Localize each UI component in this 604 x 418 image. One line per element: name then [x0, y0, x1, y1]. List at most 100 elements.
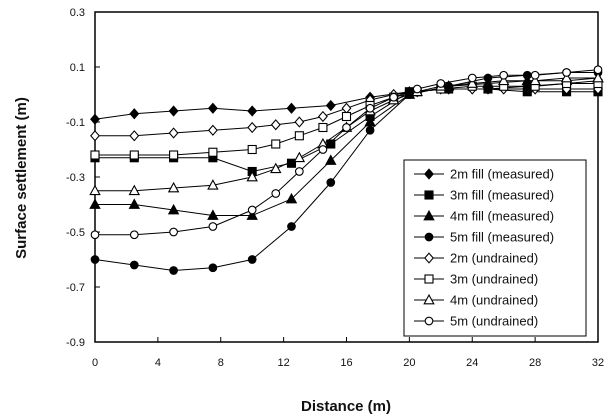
data-point [208, 263, 218, 273]
legend-marker [424, 252, 434, 264]
y-tick-label: 0.1 [70, 62, 85, 74]
data-point [89, 184, 101, 196]
data-point [169, 266, 178, 275]
data-point [246, 170, 258, 182]
data-point [389, 92, 399, 102]
legend-label: 4m fill (measured) [450, 209, 554, 224]
legend-entry: 2m (undrained) [414, 251, 538, 266]
data-point [285, 192, 298, 204]
data-point [497, 74, 510, 86]
data-point [467, 73, 477, 83]
y-tick-label: -0.5 [66, 227, 85, 239]
y-tick-label: -0.1 [66, 117, 85, 129]
data-point [293, 151, 306, 163]
y-tick-label: 0.3 [70, 7, 85, 19]
data-point [341, 102, 352, 114]
y-tick-label: -0.9 [66, 337, 85, 349]
legend-entry: 4m (undrained) [414, 293, 538, 308]
data-point [294, 167, 304, 176]
data-point [90, 230, 100, 240]
data-point [318, 145, 328, 154]
x-tick-label: 12 [278, 357, 290, 369]
data-point [128, 198, 141, 209]
data-point [207, 102, 218, 114]
data-point [286, 102, 297, 114]
legend: 2m fill (measured) 3m fill (measured) 4m f… [403, 159, 587, 337]
legend-box [403, 159, 587, 337]
legend-label: 5m (undrained) [450, 314, 538, 329]
data-point [482, 77, 494, 88]
data-point [169, 227, 178, 237]
x-tick-label: 32 [592, 357, 604, 369]
series-line [95, 88, 598, 137]
data-point [466, 77, 478, 88]
data-point [318, 122, 328, 133]
data-point [247, 205, 257, 215]
legend-entry: 3m (undrained) [414, 272, 538, 287]
series-8 [90, 65, 603, 240]
x-tick-label: 28 [529, 357, 541, 369]
data-point [522, 87, 532, 97]
data-point [247, 144, 257, 155]
series-line [95, 77, 598, 192]
data-point [247, 255, 257, 264]
x-tick-label: 20 [403, 357, 415, 369]
data-point [325, 154, 337, 165]
legend-entry: 5m fill (measured) [414, 230, 554, 245]
legend-marker [423, 293, 435, 305]
data-point [294, 131, 304, 141]
data-point [207, 179, 219, 190]
data-point [89, 198, 101, 209]
series-line [95, 69, 599, 236]
data-point [560, 71, 573, 83]
data-point [326, 178, 336, 187]
data-point [270, 119, 281, 131]
data-point [90, 255, 100, 264]
data-point [129, 108, 140, 120]
data-point [326, 139, 336, 149]
legend-entry: 3m fill (measured) [414, 188, 554, 203]
data-point [436, 79, 446, 88]
data-point [364, 115, 376, 127]
data-point [167, 181, 180, 193]
data-point [325, 99, 336, 112]
legend-label: 3m (undrained) [450, 272, 538, 287]
data-point [128, 184, 141, 196]
data-point [521, 74, 533, 86]
y-tick-label: -0.3 [66, 172, 85, 184]
data-point [271, 189, 281, 198]
x-axis-title: Distance (m) [301, 398, 391, 415]
data-point [365, 125, 375, 135]
legend-label: 2m fill (measured) [450, 167, 554, 182]
data-point [246, 209, 258, 220]
x-tick-label: 16 [340, 357, 352, 369]
x-tick-label: 24 [466, 357, 478, 369]
data-point [593, 65, 603, 75]
y-tick-label: -0.7 [66, 282, 85, 294]
data-point [270, 162, 282, 174]
data-point [287, 222, 296, 231]
data-point [169, 150, 179, 160]
data-point [168, 105, 179, 117]
data-point [342, 123, 351, 132]
data-point [129, 260, 139, 270]
data-point [90, 150, 100, 160]
data-point [271, 139, 281, 149]
data-point [499, 70, 509, 80]
plot-area: 0 4 8 12 16 20 24 28 32 0.3 0.1 -0.1 -0.3 -0.5 -0.7 -0.… [66, 7, 604, 369]
legend-marker [423, 209, 435, 221]
legend-entry: 4m fill (measured) [414, 209, 554, 224]
data-point [412, 84, 422, 94]
legend-marker [424, 190, 434, 200]
legend-marker [424, 232, 434, 242]
legend-label: 5m fill (measured) [450, 230, 554, 245]
data-point [483, 73, 493, 83]
data-point [207, 124, 218, 136]
data-point [365, 103, 375, 113]
x-tick-label: 0 [92, 357, 98, 369]
data-point [529, 74, 541, 86]
series-6 [90, 78, 603, 160]
series-line [95, 83, 598, 156]
legend-marker [424, 274, 434, 284]
